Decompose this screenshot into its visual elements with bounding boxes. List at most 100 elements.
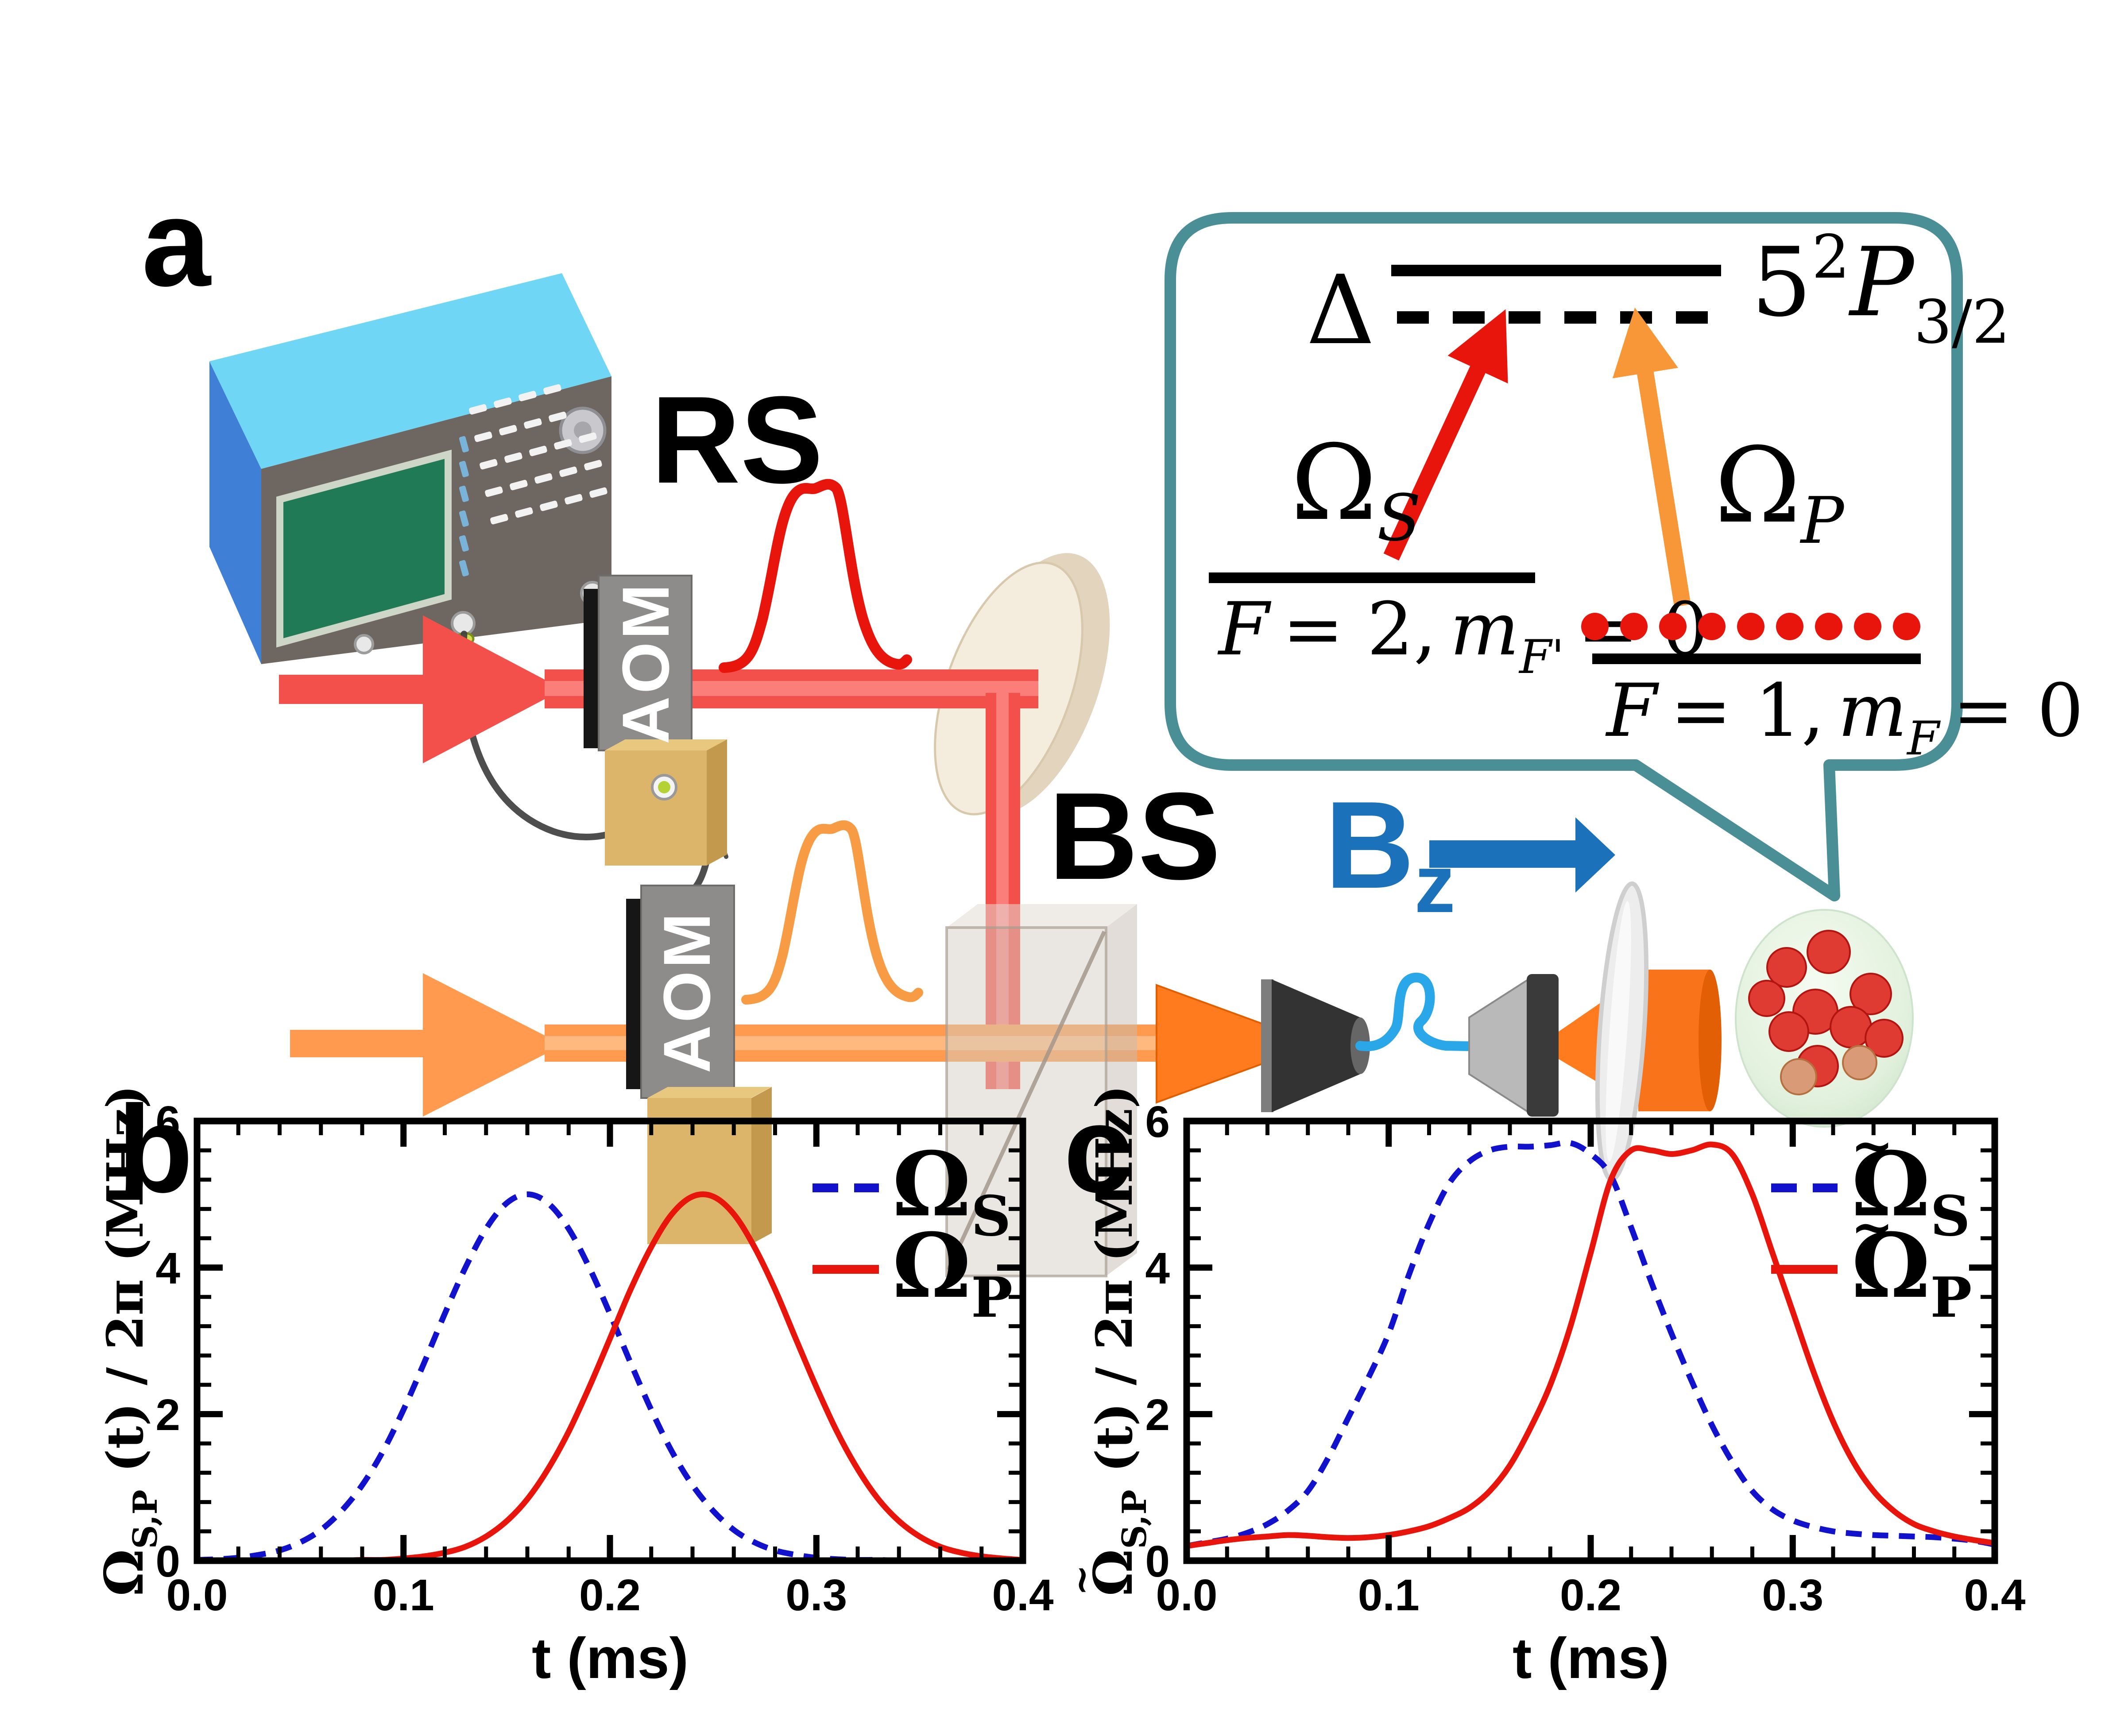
svg-text:6: 6 [155, 1097, 180, 1147]
bs-label: BS [1049, 767, 1221, 905]
svg-text:2: 2 [155, 1390, 180, 1440]
chart-b-xlabel: t (ms) [532, 1626, 689, 1690]
bubble-outline [1165, 212, 1963, 901]
bs-right-face [1106, 904, 1137, 1276]
panel-a-label: a [142, 174, 212, 312]
fiber-link [1156, 881, 1722, 1182]
chart-b-ylabel: ΩS,P (t) / 2π (MHz) [93, 1085, 165, 1597]
svg-text:0.2: 0.2 [1560, 1570, 1621, 1620]
aom2-base-top [647, 1087, 771, 1098]
aom2-base-side [751, 1087, 772, 1244]
svg-text:2: 2 [1145, 1390, 1170, 1440]
stokes-beam-arrowhead [423, 615, 563, 763]
output-cylinder [1638, 970, 1710, 1111]
delta-label: Δ [1306, 255, 1375, 366]
chart-c-xlabel: t (ms) [1513, 1626, 1669, 1690]
rs-left-face [209, 361, 261, 664]
f1-level-line [1592, 653, 1921, 664]
beam-splitter [945, 904, 1137, 1277]
svg-text:0.1: 0.1 [373, 1570, 434, 1620]
aom1-label: AOM [608, 581, 683, 744]
omega-p-label: ΩP [1714, 425, 1845, 558]
output-cylinder-cap [1699, 970, 1722, 1111]
svg-text:0.3: 0.3 [1762, 1570, 1823, 1620]
svg-text:0.1: 0.1 [1358, 1570, 1420, 1620]
pump-coupling-arrow [1612, 307, 1691, 607]
aom1-base-top [605, 739, 727, 750]
legend-label-s: ~ΩS [1851, 1116, 1970, 1249]
rs-top-face [209, 273, 611, 469]
aom2-label: AOM [650, 910, 724, 1073]
svg-text:0: 0 [155, 1537, 180, 1586]
aom1: AOM [584, 575, 727, 866]
lens [1595, 881, 1649, 1182]
level-scheme-inset: Δ 52P3/2 ΩS ΩP F= 2,mF'= 0 F= 1,mF= 0 [1165, 212, 2084, 901]
legend-label-p: ΩP [892, 1214, 1013, 1330]
bs-top-face [947, 904, 1137, 928]
bz-arrow-shaft [1429, 840, 1575, 868]
aom1-base [605, 750, 707, 866]
fiber-coupler-1 [1272, 979, 1360, 1112]
legend-label-p: ~ΩP [1851, 1197, 1972, 1330]
chart-c-tick-labels: 0.0 0.1 0.2 0.3 0.4 0 2 4 6 [1145, 1097, 2026, 1620]
chart-c-ticks [1184, 1118, 1998, 1564]
curve-tilde-omega-p [1187, 1141, 1995, 1549]
optical-fiber [1355, 973, 1474, 1052]
svg-text:0.2: 0.2 [579, 1570, 641, 1620]
pump-beam-shaft [290, 1030, 432, 1057]
lens-highlight [1606, 901, 1631, 1162]
svg-text:0.3: 0.3 [785, 1570, 847, 1620]
svg-text:0: 0 [1145, 1537, 1170, 1586]
chart-c-legend: ~ΩS~ΩP [1771, 1116, 1972, 1330]
coupler1-cap [1261, 979, 1273, 1112]
pump-beam-arrowhead [423, 973, 563, 1117]
excited-level-line [1391, 265, 1721, 276]
panel-c-chart: 0.0 0.1 0.2 0.3 0.4 0 2 4 6 t (ms) ~ΩS,P (t) / 2π … [1059, 1085, 2026, 1690]
svg-text:6: 6 [1145, 1097, 1170, 1147]
panel-b-chart: 0.0 0.1 0.2 0.3 0.4 0 2 4 6 t (ms) ΩS,P (t) / 2π (… [93, 1085, 1054, 1690]
aom1-base-side [707, 739, 727, 866]
f2-level-line [1209, 572, 1535, 583]
atom-cloud [1735, 909, 1914, 1128]
svg-text:4: 4 [1145, 1244, 1170, 1293]
bz-field: Bz [1325, 776, 1615, 930]
aom2-body [640, 885, 735, 1099]
f1-level-label: F = 1, mF = 0 [1605, 668, 2084, 766]
stokes-coupling-arrow [1383, 309, 1508, 561]
svg-text:0.4: 0.4 [1964, 1570, 2025, 1620]
aom1-rf-port-ring [658, 781, 670, 793]
orange-pulse-shape [741, 820, 923, 1005]
svg-text:0.4: 0.4 [992, 1570, 1053, 1620]
excited-state-label: 52P3/2 [1751, 222, 2010, 357]
chart-c-curves [1187, 1140, 1995, 1549]
coupler2-body [1527, 974, 1559, 1117]
aom1-crystal-plate [584, 589, 599, 748]
rf-source-device [209, 273, 611, 664]
fiber-coupler-2 [1468, 978, 1529, 1114]
rs-screen [276, 449, 452, 648]
chart-b-tick-labels: 0.0 0.1 0.2 0.3 0.4 0 2 4 6 [155, 1097, 1054, 1620]
red-pulse-shape [719, 479, 912, 673]
rs-connector-1[interactable] [354, 634, 374, 654]
aom2: AOM [626, 885, 772, 1244]
legend-label-s: ΩS [892, 1133, 1011, 1249]
svg-text:0.0: 0.0 [166, 1570, 228, 1620]
curve-omega-s [197, 1191, 1023, 1561]
chart-b-ticks [194, 1118, 1026, 1564]
panel-c-label: c [1064, 1080, 1133, 1218]
omega-s-label: ΩS [1291, 423, 1421, 556]
focus-cone [1156, 984, 1273, 1104]
atoms [1748, 930, 1904, 1095]
population-dots [1581, 613, 1920, 640]
svg-text:0.0: 0.0 [1156, 1570, 1217, 1620]
rs-button-grid[interactable] [459, 384, 608, 577]
bz-arrow-head [1575, 817, 1615, 893]
chart-c-ylabel: ~ΩS,P (t) / 2π (MHz) [1059, 1085, 1154, 1597]
bs-diagonal [946, 931, 1107, 1271]
svg-text:4: 4 [155, 1244, 180, 1293]
rs-label: RS [651, 371, 823, 509]
panel-b-label: b [117, 1080, 193, 1218]
